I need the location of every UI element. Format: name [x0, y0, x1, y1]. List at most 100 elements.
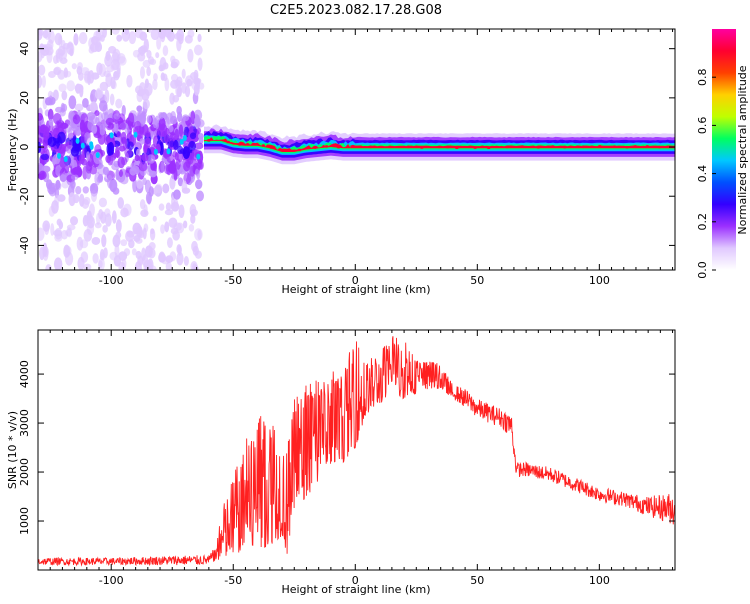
y-tick-label: 40 — [18, 42, 31, 56]
x-tick-label: 0 — [352, 574, 359, 587]
heatmap-cell — [194, 168, 200, 177]
heatmap-cell — [183, 126, 190, 138]
heatmap-cell — [193, 44, 203, 56]
heatmap-peak — [368, 145, 373, 149]
snr-x-axis-title: Height of straight line (km) — [281, 583, 430, 596]
heatmap-cell — [157, 112, 164, 120]
heatmap-cell — [118, 169, 123, 178]
heatmap-cell — [58, 83, 67, 93]
heatmap-cell — [62, 46, 68, 60]
heatmap-peak — [269, 146, 274, 149]
heatmap-cell — [99, 249, 105, 260]
heatmap-cell — [104, 133, 109, 145]
heatmap-cell — [169, 251, 177, 262]
heatmap-cell — [195, 179, 203, 190]
heatmap-cell — [165, 202, 172, 211]
heatmap-cell — [58, 221, 64, 230]
heatmap-cell — [132, 178, 138, 193]
heatmap-cell — [120, 207, 129, 218]
heatmap-cell — [166, 237, 173, 249]
heatmap-cell — [128, 31, 137, 45]
y-tick-label: -20 — [18, 187, 31, 205]
heatmap-cell — [118, 261, 126, 270]
heatmap-peak — [486, 146, 491, 149]
heatmap-cell — [181, 68, 186, 79]
heatmap-cell — [94, 222, 102, 229]
heatmap-cell — [42, 128, 50, 141]
heatmap-cell — [183, 161, 191, 172]
heatmap-cell — [136, 178, 144, 190]
heatmap-cell — [69, 48, 74, 57]
heatmap-cell — [78, 154, 85, 165]
heatmap-cell — [53, 229, 62, 237]
y-tick-label: -40 — [18, 236, 31, 254]
heatmap-cell — [48, 71, 56, 79]
heatmap-cell — [59, 108, 66, 117]
heatmap-cell — [83, 263, 92, 270]
x-tick-label: 0 — [352, 274, 359, 287]
heatmap-cell — [116, 131, 122, 138]
heatmap-cell — [196, 190, 204, 202]
snr-y-axis: 1000 2000 3000 4000 — [18, 360, 675, 535]
heatmap-cell — [67, 126, 73, 140]
heatmap-cell — [176, 86, 182, 98]
colorbar-tick-label: 0.0 — [696, 261, 709, 279]
heatmap-cell — [71, 124, 78, 132]
heatmap-cell — [176, 251, 184, 266]
heatmap-cell — [44, 223, 50, 236]
heatmap-cell — [169, 140, 175, 148]
heatmap-cell — [59, 57, 68, 65]
colorbar-tick-label: 0.2 — [696, 213, 709, 231]
heatmap-cell — [152, 79, 158, 91]
heatmap-cell — [57, 131, 66, 144]
heatmap-cell — [60, 229, 68, 240]
heatmap-peak — [261, 144, 266, 147]
heatmap-cell — [117, 197, 124, 209]
heatmap-cell — [54, 32, 63, 46]
heatmap-cell — [166, 154, 175, 164]
heatmap-cell — [38, 74, 43, 89]
heatmap-peak — [536, 146, 541, 149]
heatmap-cell — [80, 142, 85, 149]
heatmap-cell — [72, 194, 80, 204]
heatmap-cell — [80, 67, 90, 76]
heatmap-cell — [85, 151, 91, 161]
heatmap-cell — [84, 215, 94, 224]
heatmap-cell — [138, 82, 147, 96]
heatmap-cell — [196, 153, 201, 160]
heatmap-cell — [72, 114, 81, 125]
heatmap-cell — [146, 49, 152, 59]
heatmap-noise-region — [38, 29, 205, 270]
heatmap-cell — [75, 137, 80, 144]
heatmap-cell — [47, 136, 57, 148]
heatmap-cell — [169, 92, 175, 105]
heatmap-cell — [102, 225, 108, 233]
heatmap-cell — [174, 128, 179, 141]
heatmap-cell — [83, 132, 91, 145]
heatmap-cell — [115, 231, 122, 239]
heatmap-cell — [107, 148, 114, 156]
heatmap-peak — [598, 145, 602, 148]
heatmap-cell — [139, 66, 146, 79]
heatmap-cell — [139, 31, 148, 41]
heatmap-cell — [156, 36, 162, 50]
heatmap-cell — [89, 143, 94, 150]
heatmap-peak — [657, 145, 662, 149]
spectrogram-panel: -100 -50 0 50 100 -40 -20 0 20 40 Height of stra… — [6, 28, 676, 296]
heatmap-signal-band — [204, 124, 675, 165]
heatmap-cell — [68, 95, 77, 110]
heatmap-cell — [197, 33, 202, 43]
heatmap-cell — [162, 62, 169, 70]
heatmap-peak — [445, 145, 450, 149]
heatmap-cell — [71, 145, 79, 154]
heatmap-cell — [152, 117, 158, 129]
heatmap-peak — [645, 145, 650, 148]
heatmap-cell — [48, 118, 54, 127]
x-tick-label: 50 — [470, 274, 484, 287]
x-tick-label: 100 — [589, 274, 610, 287]
heatmap-cell — [52, 113, 62, 125]
heatmap-cell — [193, 83, 200, 96]
heatmap-peak — [324, 145, 329, 148]
heatmap-cell — [181, 82, 187, 94]
heatmap-cell — [44, 43, 53, 51]
